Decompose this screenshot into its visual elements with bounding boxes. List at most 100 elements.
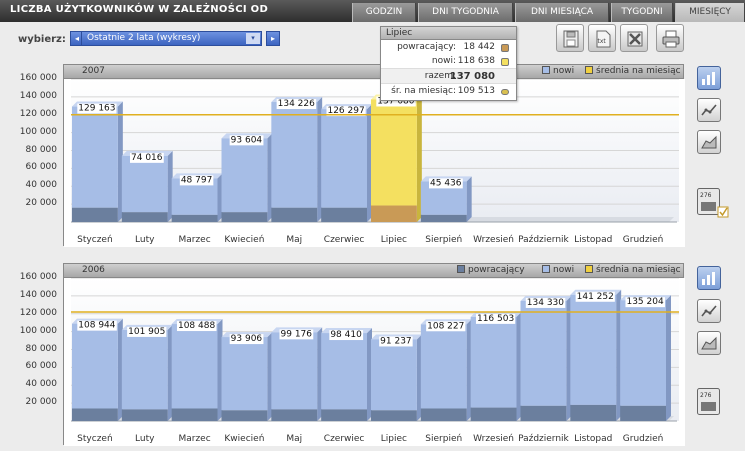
bar-group bbox=[271, 97, 323, 222]
chart-title: 2006 bbox=[82, 265, 105, 275]
bar-new bbox=[420, 324, 467, 409]
legend-label-avg: średnia na miesiąc bbox=[596, 66, 681, 76]
tab-weeks[interactable]: TYGODNI bbox=[611, 3, 673, 22]
y-tick-label: 140 000 bbox=[19, 289, 57, 300]
bar-new bbox=[72, 323, 118, 409]
bar-new bbox=[121, 155, 168, 213]
bar-side bbox=[267, 133, 273, 222]
export-chart-button[interactable]: 276 bbox=[697, 388, 730, 418]
period-select-value: Ostatnie 2 lata (wykresy) bbox=[87, 33, 201, 43]
bar-side bbox=[217, 173, 223, 222]
legend-returning: powracający bbox=[457, 265, 525, 275]
export-excel-button[interactable] bbox=[620, 24, 648, 52]
x-tick-label: Styczeń bbox=[77, 434, 112, 444]
bar-side bbox=[117, 318, 123, 421]
bar-group bbox=[171, 319, 223, 421]
y-tick-label: 120 000 bbox=[19, 307, 57, 318]
line-chart-icon bbox=[701, 305, 717, 317]
bar-returning bbox=[121, 212, 168, 222]
bar-tooltip: Lipiec powracający: 18 442 nowi: 118 638… bbox=[380, 26, 517, 101]
y-tick-label: 120 000 bbox=[19, 108, 57, 119]
bar-returning bbox=[321, 409, 367, 421]
chevron-down-icon: ▾ bbox=[246, 33, 260, 44]
chart-header: 2007 powracający nowi średnia na miesiąc bbox=[64, 65, 683, 79]
y-tick-label: 80 000 bbox=[25, 144, 58, 155]
bar-group bbox=[121, 324, 173, 421]
bar-new bbox=[271, 102, 318, 208]
print-button[interactable] bbox=[656, 24, 684, 52]
tab-monthdays[interactable]: DNI MIESIĄCA bbox=[515, 3, 609, 22]
y-tick-label: 20 000 bbox=[25, 397, 58, 408]
bar-group bbox=[72, 101, 123, 222]
area-chart-icon bbox=[701, 135, 717, 149]
x-tick-label: Listopad bbox=[574, 434, 612, 444]
x-tick-label: Sierpień bbox=[425, 235, 462, 245]
bar-returning bbox=[221, 410, 268, 421]
bar-value-label: 108 488 bbox=[178, 321, 215, 331]
legend-swatch-returning bbox=[457, 265, 465, 273]
tab-months[interactable]: MIESIĘCY bbox=[675, 3, 745, 22]
bar-value-label-bg bbox=[429, 178, 463, 189]
x-tick-label: Marzec bbox=[178, 235, 210, 245]
y-tick-label: 40 000 bbox=[25, 379, 58, 390]
bar-chart-icon bbox=[702, 72, 715, 85]
tooltip-row-total: razem: 137 080 bbox=[381, 68, 516, 84]
export-chart-button[interactable]: 276 bbox=[697, 188, 730, 218]
bar-side bbox=[466, 176, 472, 222]
x-tick-label: Grudzień bbox=[623, 235, 664, 245]
bar-returning bbox=[271, 207, 318, 222]
bar-new bbox=[221, 138, 268, 213]
bar-returning bbox=[72, 207, 118, 222]
chart-2007: 129 163 Styczeń 74 016 Luty 48 797 Marzec 93 6… bbox=[64, 78, 685, 247]
area-chart-button[interactable] bbox=[697, 130, 721, 154]
bar-side bbox=[466, 319, 472, 421]
next-period-button[interactable]: ▸ bbox=[266, 31, 280, 46]
save-button[interactable] bbox=[556, 24, 584, 52]
bar-value-label-bg bbox=[525, 297, 566, 308]
bar-returning bbox=[420, 214, 467, 222]
bar-returning bbox=[171, 214, 218, 222]
bar-value-label: 134 330 bbox=[527, 298, 564, 308]
bar-group bbox=[271, 327, 323, 421]
line-chart-icon bbox=[701, 104, 717, 116]
bar-value-label: 48 797 bbox=[181, 175, 213, 185]
y-tick-label: 80 000 bbox=[25, 343, 58, 354]
x-tick-label: Październik bbox=[518, 235, 569, 245]
x-tick-label: Czerwiec bbox=[324, 235, 365, 245]
bar-new bbox=[271, 332, 318, 410]
bar-group bbox=[221, 332, 273, 421]
period-select[interactable]: Ostatnie 2 lata (wykresy) ▾ bbox=[81, 31, 262, 46]
bar-chart-button[interactable] bbox=[697, 266, 721, 290]
bar-value-label: 134 226 bbox=[278, 99, 315, 109]
bar-side bbox=[217, 319, 223, 421]
bar-returning bbox=[121, 409, 168, 421]
x-tick-label: Marzec bbox=[178, 434, 210, 444]
export-txt-button[interactable]: txt bbox=[588, 24, 616, 52]
bar-returning bbox=[271, 409, 318, 421]
y-tick-label: 160 000 bbox=[19, 272, 57, 282]
legend-swatch-new bbox=[542, 265, 550, 273]
bar-value-label: 129 163 bbox=[78, 104, 115, 114]
x-tick-label: Wrzesień bbox=[473, 434, 514, 444]
area-chart-button[interactable] bbox=[697, 331, 721, 355]
tab-hours[interactable]: GODZIN bbox=[352, 3, 416, 22]
tooltip-value: 18 442 bbox=[463, 42, 496, 52]
bar-group bbox=[520, 295, 572, 421]
tooltip-swatch-returning bbox=[501, 44, 509, 52]
bar-returning bbox=[620, 405, 666, 421]
bar-new bbox=[72, 106, 118, 208]
tab-weekdays[interactable]: DNI TYGODNIA bbox=[418, 3, 513, 22]
legend-swatch-avg bbox=[585, 265, 593, 273]
export-label: 276 bbox=[700, 192, 712, 199]
x-tick-label: Lipiec bbox=[381, 235, 407, 245]
line-chart-button[interactable] bbox=[697, 98, 721, 122]
arrow-right-icon: ▸ bbox=[270, 34, 275, 43]
export-label: 276 bbox=[700, 392, 712, 399]
bar-new bbox=[520, 300, 567, 406]
bar-new bbox=[620, 300, 666, 406]
x-tick-label: Wrzesień bbox=[473, 235, 514, 245]
bar-returning bbox=[420, 408, 467, 421]
line-chart-button[interactable] bbox=[697, 299, 721, 323]
bar-group bbox=[221, 133, 273, 222]
bar-chart-button[interactable] bbox=[697, 66, 721, 90]
